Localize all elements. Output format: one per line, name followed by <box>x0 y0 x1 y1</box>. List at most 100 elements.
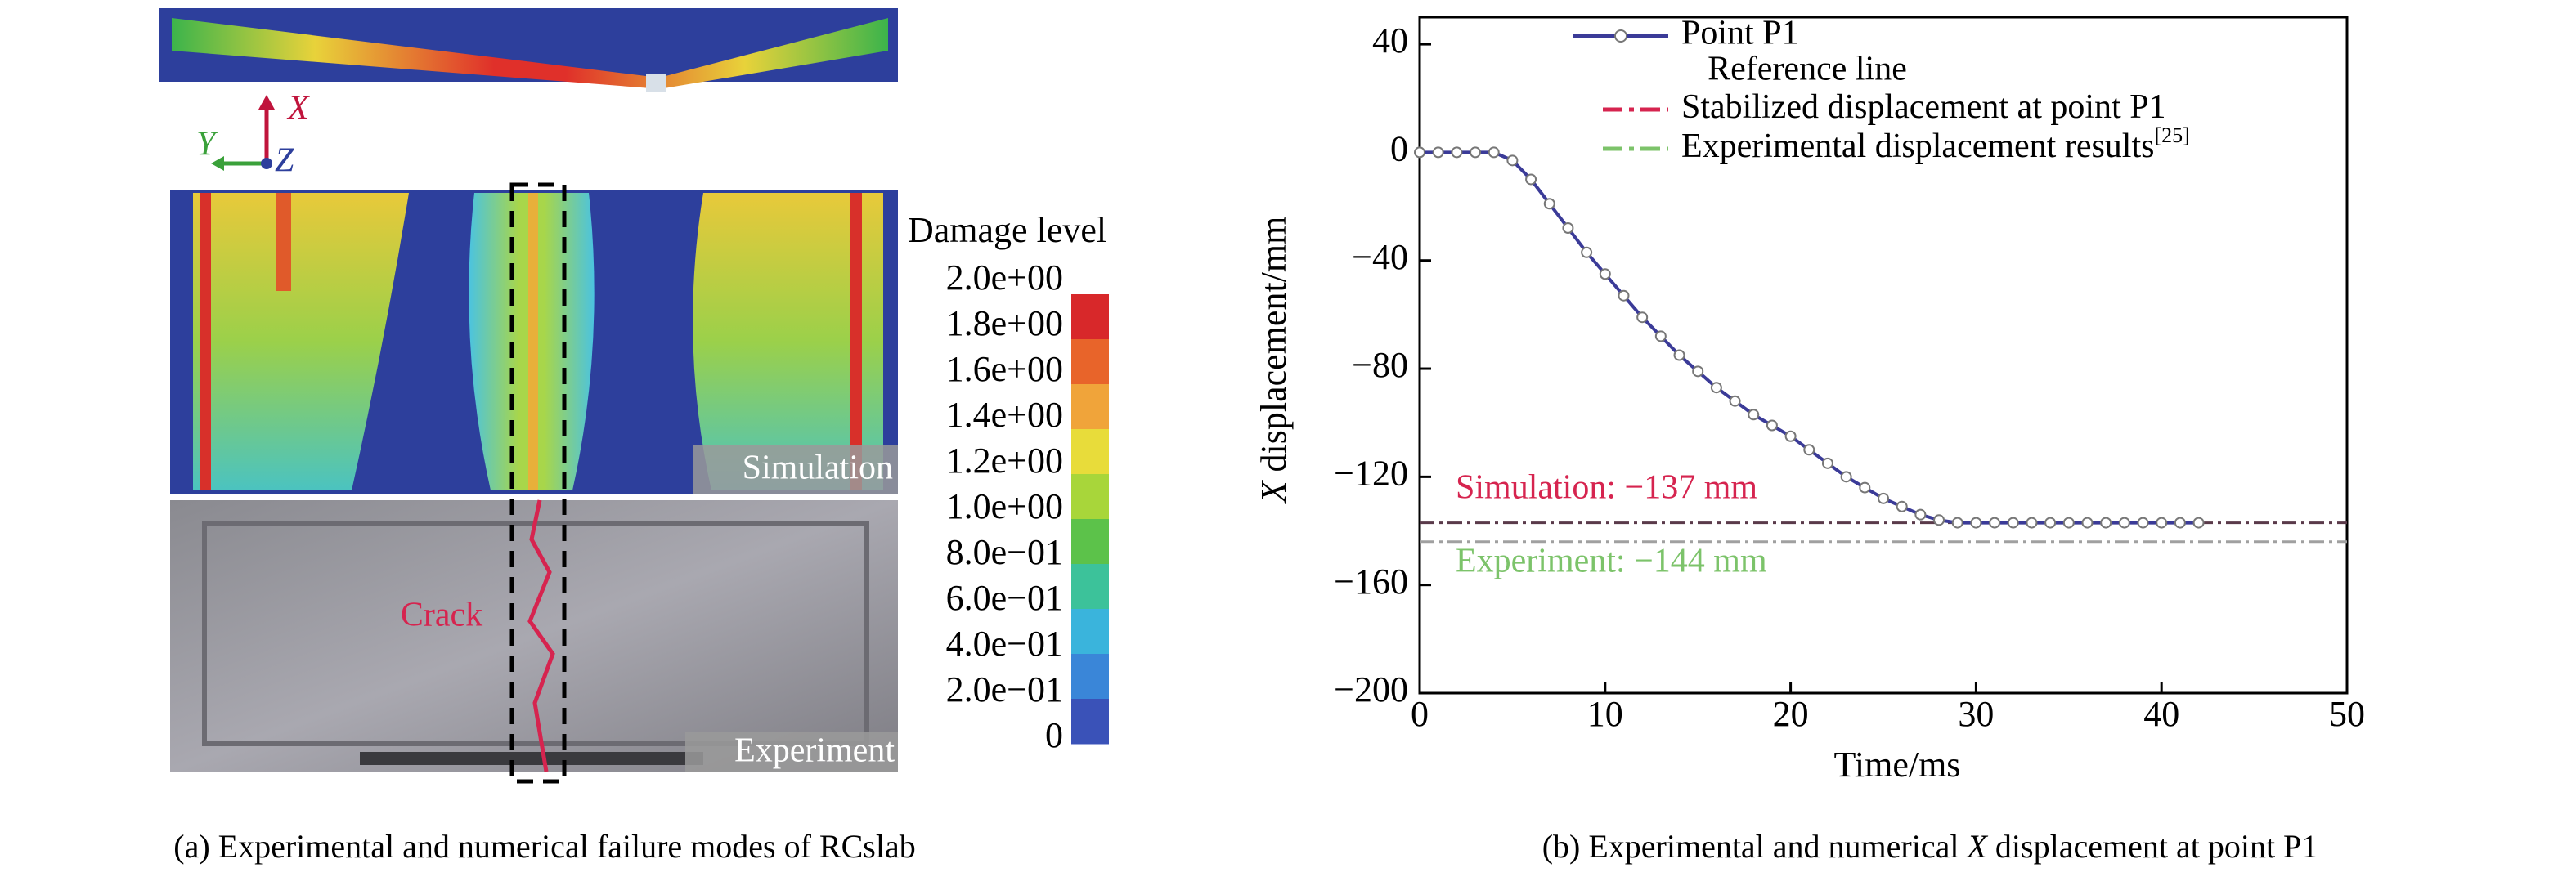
colorbar-step <box>1071 294 1109 340</box>
colorbar-step <box>1071 429 1109 475</box>
y-tick-label: −80 <box>1352 345 1408 385</box>
damage-band-right <box>693 193 883 490</box>
series-marker <box>1636 311 1649 324</box>
x-tick-label: 10 <box>1587 694 1623 734</box>
caption-text: (b) Experimental and numerical <box>1542 828 1968 865</box>
colorbar-label: 4.0e−01 <box>946 624 1063 664</box>
colorbar-label: 1.4e+00 <box>946 395 1063 435</box>
photo-shadow <box>360 752 703 765</box>
simulation-label: Simulation <box>743 450 893 487</box>
experiment-label: Experiment <box>734 732 895 770</box>
damage-edge-left <box>200 193 211 490</box>
reference-annotation: Simulation: −137 mm <box>1456 469 1757 507</box>
caption-var: X <box>1965 828 1988 865</box>
series-marker <box>1821 457 1833 469</box>
series-marker <box>1748 409 1760 421</box>
damage-center <box>528 193 538 490</box>
series-marker <box>1599 268 1611 280</box>
colorbar-step <box>1071 474 1109 520</box>
series-marker <box>1989 517 2001 529</box>
series-marker <box>1766 419 1778 432</box>
series-marker <box>1562 222 1574 235</box>
series-marker <box>2192 517 2205 529</box>
axis-triad: X Y Z <box>196 90 311 180</box>
y-tick-label: −120 <box>1334 453 1408 493</box>
colorbar-label: 6.0e−01 <box>946 578 1063 618</box>
crack-path <box>527 499 555 772</box>
beam-damage <box>172 18 888 88</box>
series-marker <box>2044 517 2057 529</box>
triad-x-head <box>258 95 275 110</box>
series-marker <box>1710 382 1722 394</box>
series-marker <box>1506 154 1519 167</box>
legend-note: [25] <box>2154 123 2189 147</box>
caption-a: (a) Experimental and numerical failure m… <box>173 828 915 865</box>
colorbar: 2.0e+00 1.8e+00 1.6e+00 1.4e+00 1.2e+00 1.0e+… <box>946 257 1109 755</box>
series-marker <box>1951 517 1963 529</box>
x-tick-label: 50 <box>2329 694 2365 734</box>
caption-text: displacement at point P1 <box>1987 828 2318 865</box>
series-marker <box>1914 508 1927 521</box>
beam-crack <box>646 74 666 92</box>
crack-zone-box <box>509 182 567 784</box>
y-axis-var: X <box>1254 479 1294 504</box>
triad-z <box>261 158 272 169</box>
caption-b: (b) Experimental and numerical X displac… <box>1542 828 2318 865</box>
series-marker <box>1414 146 1425 159</box>
series-marker <box>1859 481 1871 494</box>
series-marker <box>2007 517 2019 529</box>
beam-image <box>159 8 898 92</box>
colorbar-step <box>1071 564 1109 610</box>
colorbar-label: 2.0e+00 <box>946 257 1063 298</box>
series-marker <box>2100 517 2112 529</box>
colorbar-step <box>1071 609 1109 655</box>
series-marker <box>1803 444 1815 456</box>
damage-edge-right <box>850 193 862 490</box>
legend-label: Stabilized displacement at point P1 <box>1681 88 2166 126</box>
colorbar-step <box>1071 519 1109 565</box>
series-marker <box>1451 146 1463 159</box>
x-tick-label: 20 <box>1773 694 1809 734</box>
colorbar-label: 1.2e+00 <box>946 441 1063 481</box>
series-line <box>1420 150 2199 525</box>
x-axis-label: Time/ms <box>1834 745 1961 785</box>
series-marker <box>1933 514 1945 526</box>
colorbar-label: 1.0e+00 <box>946 486 1063 526</box>
series-marker <box>2174 517 2186 529</box>
plot-frame <box>1418 16 2349 695</box>
y-tick-label: −200 <box>1334 669 1408 709</box>
series-marker <box>2137 517 2149 529</box>
colorbar-step <box>1071 699 1109 745</box>
colorbar-step <box>1071 384 1109 430</box>
legend-title: Reference line <box>1708 51 1907 88</box>
legend-text: Stabilized displacement at point P1 <box>1681 88 2166 126</box>
y-tick-label: −40 <box>1352 237 1408 277</box>
series-marker <box>1840 471 1852 483</box>
x-tick-label: 40 <box>2143 694 2179 734</box>
label-box <box>685 732 898 772</box>
series-marker <box>1654 330 1667 342</box>
colorbar-title: Damage level <box>908 210 1106 250</box>
simulation-image: Simulation <box>170 190 898 494</box>
colorbar-label: 8.0e−01 <box>946 532 1063 572</box>
series-marker <box>1729 395 1741 407</box>
series-marker <box>1488 146 1500 159</box>
series-marker <box>1784 430 1797 442</box>
series-marker <box>1673 349 1685 361</box>
colorbar-label: 1.6e+00 <box>946 349 1063 389</box>
crack-label: Crack <box>401 597 482 634</box>
series-marker <box>2062 517 2075 529</box>
series-marker <box>1970 517 1982 529</box>
series-marker <box>2081 517 2094 529</box>
series-marker <box>1470 146 1482 159</box>
colorbar-step <box>1071 654 1109 700</box>
y-tick-label: −160 <box>1334 562 1408 602</box>
reference-annotation: Experiment: −144 mm <box>1456 543 1767 580</box>
label-box <box>693 445 898 494</box>
series-marker <box>1618 289 1630 302</box>
experiment-image: Crack Experiment <box>170 499 898 772</box>
damage-spot <box>276 193 291 291</box>
y-axis-text: displacement/mm <box>1254 217 1294 481</box>
legend-label: Point P1 <box>1681 15 1799 52</box>
